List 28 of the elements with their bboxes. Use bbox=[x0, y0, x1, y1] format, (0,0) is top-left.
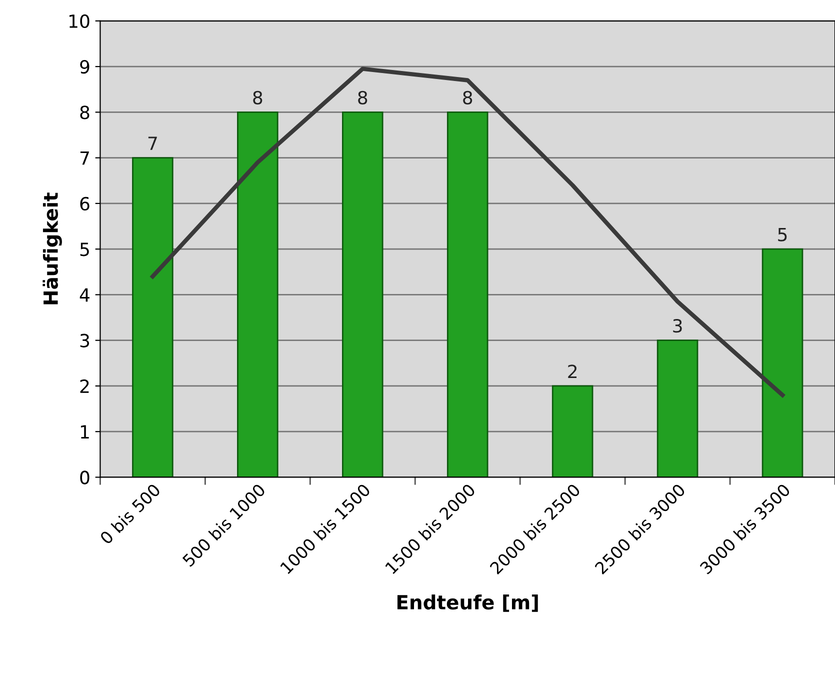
bar bbox=[237, 111, 278, 478]
y-tick-label: 8 bbox=[80, 106, 90, 120]
y-tick-label: 2 bbox=[80, 379, 89, 393]
y-axis-title: Häufigkeit bbox=[42, 192, 62, 304]
data-label: 8 bbox=[358, 90, 368, 105]
bar bbox=[342, 111, 384, 478]
y-tick-label: 9 bbox=[80, 60, 90, 74]
y-tick-label: 4 bbox=[80, 288, 90, 302]
bar bbox=[762, 248, 804, 478]
data-label: 3 bbox=[673, 319, 682, 333]
y-tick-label: 5 bbox=[80, 242, 89, 256]
data-label: 2 bbox=[568, 364, 577, 378]
bar bbox=[132, 157, 174, 478]
x-tick-label: 0 bis 500 bbox=[99, 482, 162, 545]
bar bbox=[656, 340, 698, 478]
data-label: 7 bbox=[148, 136, 157, 150]
data-label: 5 bbox=[778, 228, 787, 242]
y-tick-label: 10 bbox=[69, 14, 90, 28]
bar bbox=[446, 111, 488, 478]
data-label: 8 bbox=[253, 90, 262, 105]
y-tick-label: 6 bbox=[80, 196, 90, 211]
bar bbox=[552, 385, 594, 478]
y-tick-label: 0 bbox=[80, 470, 90, 484]
y-tick-label: 7 bbox=[80, 152, 89, 165]
y-tick-label: 3 bbox=[80, 334, 90, 348]
x-axis-title: Endteufe [m] bbox=[397, 594, 538, 612]
data-label: 8 bbox=[463, 90, 472, 105]
y-tick-label: 1 bbox=[80, 425, 89, 438]
